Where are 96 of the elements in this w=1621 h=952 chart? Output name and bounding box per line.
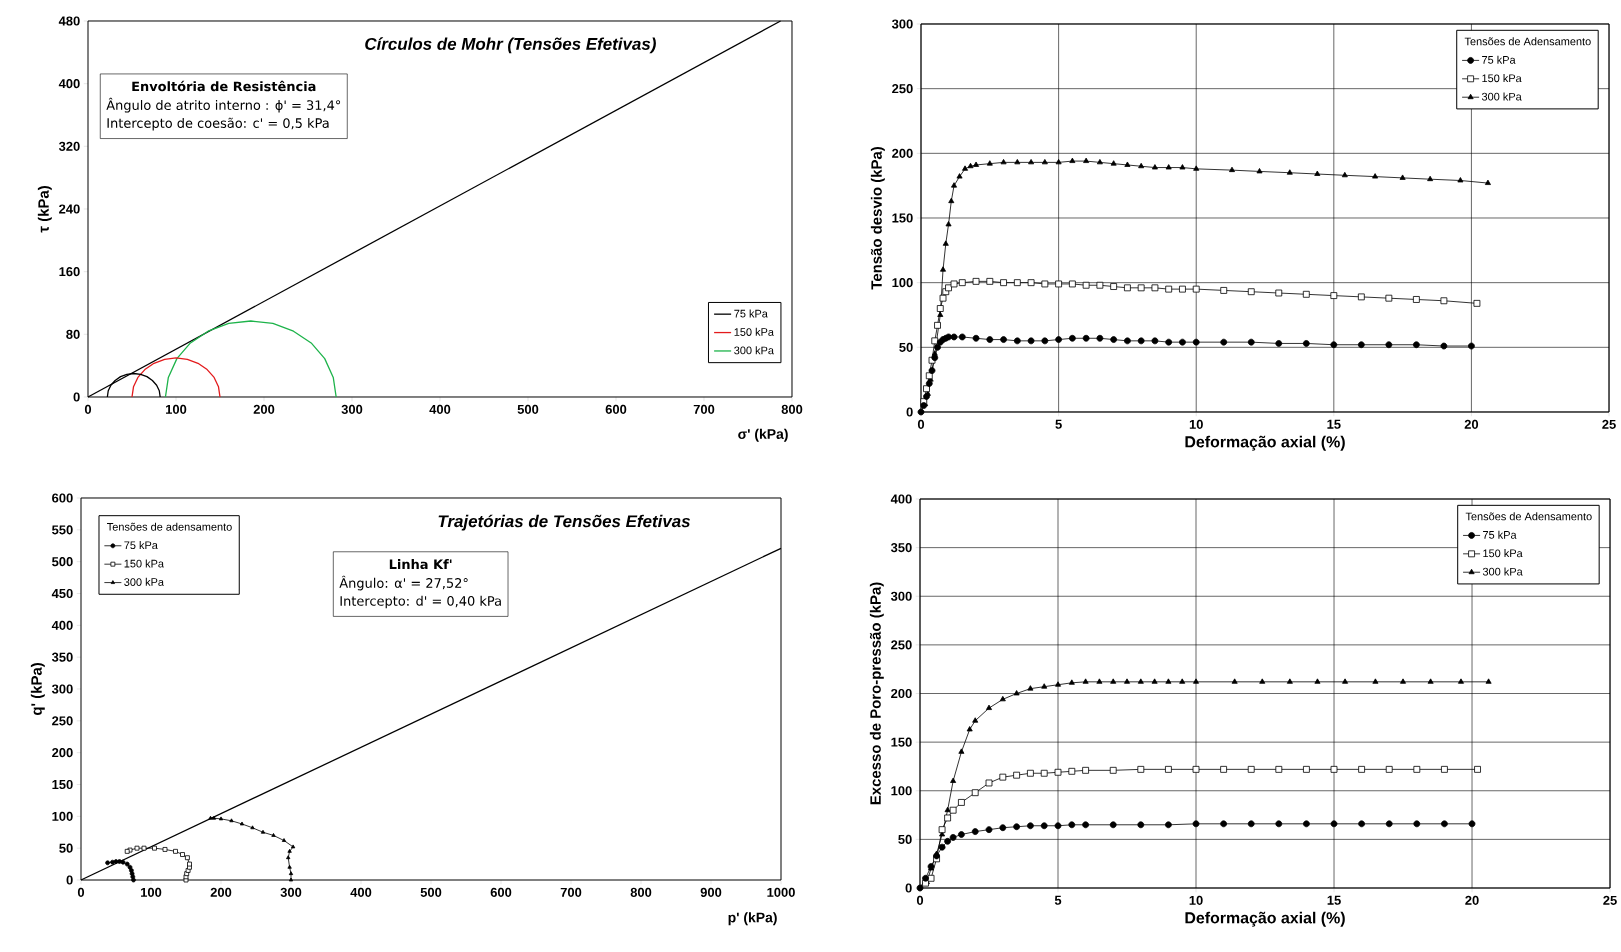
legend-label: 150 kPa [1482,74,1522,83]
legend-label: 150 kPa [734,327,774,336]
y-tick-label: 240 [59,204,80,214]
text: Círculos de Mohr (Tensões Efetivas) [365,37,656,54]
y-tick-label: 200 [52,748,73,758]
y-tick-label: 50 [899,342,913,352]
x-tick-label: 5 [1054,895,1062,905]
legend-label: 300 kPa [124,577,164,586]
y-tick-label: 150 [892,213,913,223]
legend-label: 75 kPa [1483,530,1517,539]
x-tick-label: 800 [630,887,652,897]
x-tick-label: 700 [560,887,582,897]
y-tick-label: 600 [52,493,73,503]
x-tick-label: 15 [1327,419,1341,429]
x-tick-label: 600 [605,404,627,414]
legend-label: 300 kPa [734,346,774,355]
y-tick-label: 150 [52,779,73,790]
legend-label: 300 kPa [1482,567,1523,576]
x-tick-label: 0 [917,419,925,429]
y-tick-label: 480 [58,16,80,26]
legend-label: 75 kPa [734,309,768,318]
y-tick-label: 300 [890,591,912,601]
x-axis-title: Deformação axial (%) [1185,911,1345,927]
x-tick-label: 400 [350,887,372,897]
y-tick-label: 50 [59,843,73,853]
legend-label: 150 kPa [1483,549,1523,558]
y-tick-label: 250 [52,716,73,726]
x-tick-label: 600 [490,887,512,897]
y-tick-label: 450 [51,588,73,599]
legend-title: Tensões de Adensamento [1465,512,1592,521]
x-tick-label: 200 [253,404,275,414]
x-tick-label: 20 [1465,895,1479,905]
x-tick-label: 800 [781,404,803,414]
y-tick-label: 400 [890,494,912,504]
annotation: Ângulo de atrito interno : ϕ' = 31,4° [106,97,341,113]
y-tick-label: 0 [73,392,80,402]
x-tick-label: 500 [420,887,442,897]
y-tick-label: 400 [51,620,73,630]
y-tick-label: 0 [66,875,73,885]
x-tick-label: 400 [429,404,451,414]
y-tick-label: 300 [891,19,913,29]
y-tick-label: 500 [52,557,73,567]
y-tick-label: 80 [66,329,80,339]
y-axis-title: Excesso de Poro-pressão (kPa) [869,582,884,805]
annotation: Envoltória de Resistência [132,80,316,92]
y-tick-label: 400 [58,79,80,89]
legend-label: 300 kPa [1481,92,1522,101]
annotation: Intercepto de coesão: c' = 0,5 kPa [107,117,329,131]
y-tick-label: 320 [58,141,80,151]
y-tick-label: 100 [891,786,912,796]
y-axis-title: q' (kPa) [30,663,45,716]
x-axis-title: p' (kPa) [728,912,777,926]
y-tick-label: 200 [892,148,913,158]
x-tick-label: 500 [517,404,539,414]
x-tick-label: 1000 [767,887,795,897]
y-axis-title: τ (kPa) [37,186,52,233]
y-tick-label: 200 [891,688,912,699]
y-tick-label: 100 [52,811,73,821]
legend-title: Tensões de adensamento [107,522,232,531]
legend-label: 75 kPa [1482,55,1516,64]
y-tick-label: 160 [59,267,80,277]
text: Trajetórias de Tensões Efetivas [438,514,691,531]
annotation: Intercepto: d' = 0,40 kPa [340,595,501,609]
y-tick-label: 150 [891,737,912,747]
x-tick-label: 700 [693,404,715,414]
annotation: Ângulo: α' = 27,52° [339,575,468,591]
x-tick-label: 20 [1464,419,1479,429]
x-tick-label: 100 [166,404,187,414]
x-tick-label: 25 [1603,895,1617,905]
y-axis-title: Tensão desvio (kPa) [870,147,885,290]
x-tick-label: 900 [700,887,722,897]
x-tick-label: 300 [341,404,363,414]
x-tick-label: 0 [84,404,92,414]
x-axis-title: Deformação axial (%) [1185,435,1345,451]
x-tick-label: 25 [1602,419,1616,429]
annotation: Linha Kf' [389,559,452,570]
y-tick-label: 250 [891,640,912,650]
x-tick-label: 15 [1327,895,1341,905]
x-tick-label: 10 [1189,895,1203,905]
x-tick-label: 300 [280,887,302,897]
x-tick-label: 100 [141,887,162,897]
x-axis-title: σ' (kPa) [738,428,788,442]
y-tick-label: 300 [51,684,73,694]
y-tick-label: 350 [890,543,912,553]
y-tick-label: 250 [892,84,913,94]
x-tick-label: 200 [210,887,232,897]
legend-label: 150 kPa [124,559,164,568]
x-tick-label: 5 [1055,419,1062,429]
x-tick-label: 0 [916,895,924,905]
legend-title: Tensões de Adensamento [1464,37,1591,46]
legend-label: 75 kPa [124,541,158,550]
y-tick-label: 350 [51,652,73,662]
x-tick-label: 10 [1189,419,1203,429]
y-tick-label: 550 [52,525,73,535]
y-tick-label: 50 [898,834,912,844]
y-tick-label: 100 [892,278,913,288]
